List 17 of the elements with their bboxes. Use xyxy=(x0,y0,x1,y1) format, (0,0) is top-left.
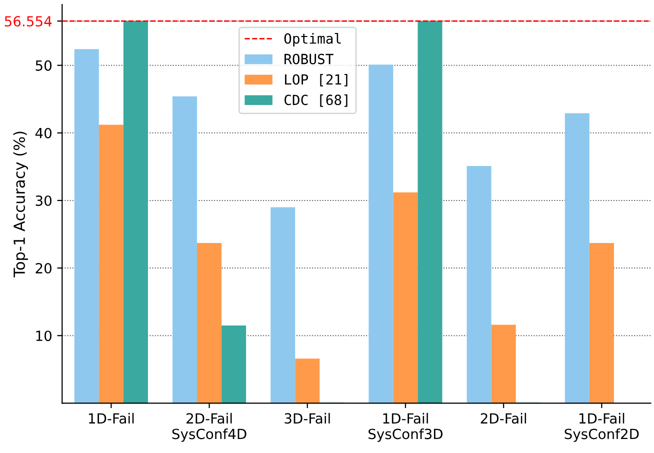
legend-label: CDC [68] xyxy=(284,94,348,107)
y-tick-label: 10 xyxy=(36,330,52,342)
y-tick-label: 40 xyxy=(35,128,52,138)
y-tick-label: 56.554 xyxy=(4,16,52,27)
x-tick-label: 2D-Fail xyxy=(480,412,526,424)
y-axis-title: Top-1 Accuracy (%) xyxy=(13,132,28,278)
y-tick-label: 20 xyxy=(36,263,52,274)
x-tick-label: 1D-Fail SysConf2D xyxy=(564,412,639,442)
x-tick-label: 3D-Fail xyxy=(284,412,330,424)
y-tick-label: 30 xyxy=(36,195,52,206)
x-tick-label: 1D-Fail xyxy=(88,412,134,424)
legend-label: LOP [21] xyxy=(285,74,348,86)
legend-label: ROBUST xyxy=(284,54,334,64)
y-tick-label: 50 xyxy=(36,60,52,71)
x-tick-label: 1D-Fail SysConf3D xyxy=(368,412,443,442)
legend-label: Optimal xyxy=(284,32,341,46)
x-tick-label: 2D-Fail SysConf4D xyxy=(172,412,246,442)
